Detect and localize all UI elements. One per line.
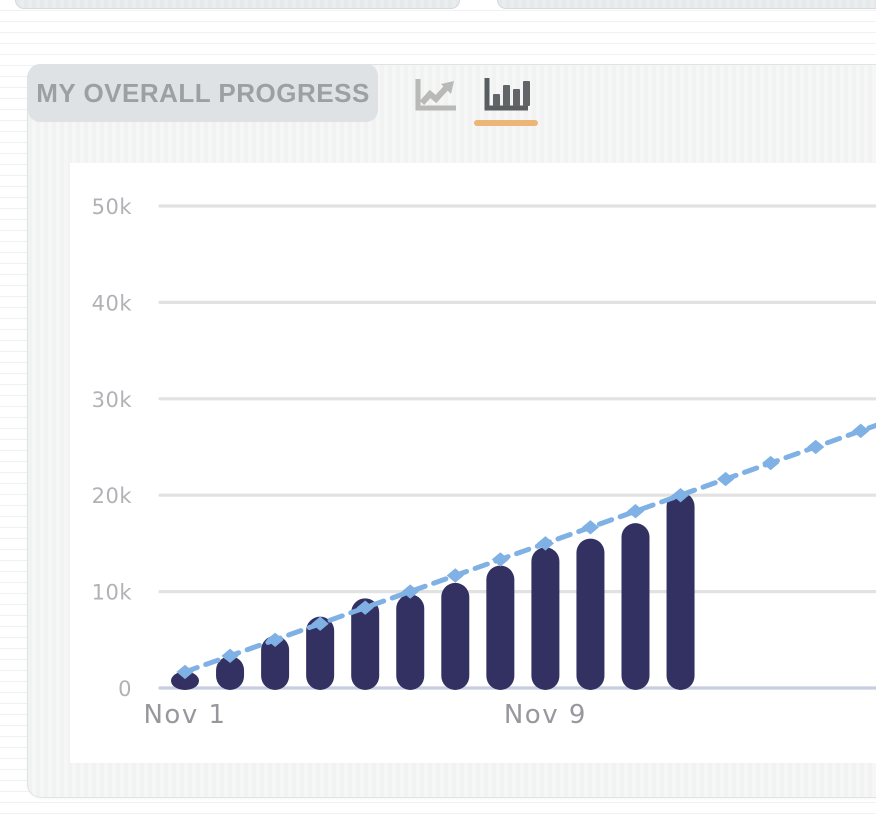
daily-goal-line (182, 422, 876, 675)
goal-marker-day-10 (581, 520, 600, 535)
bar-chart-icon (483, 77, 530, 113)
y-tick-label: 30k (92, 388, 133, 412)
goal-marker-day-9 (536, 536, 554, 551)
goal-marker-day-12 (671, 487, 690, 503)
chart-type-toggles (406, 73, 546, 133)
progress-bar-day-6 (396, 594, 425, 690)
widget-title: MY OVERALL PROGRESS (36, 77, 370, 108)
x-tick-label: Nov 9 (504, 700, 587, 730)
goal-marker-day-8 (491, 552, 509, 567)
progress-bar-day-12 (666, 492, 695, 690)
progress-bar-day-8 (486, 565, 515, 690)
progress-bar-day-7 (441, 582, 470, 690)
progress-bar-day-9 (531, 547, 560, 690)
progress-bar-day-3 (261, 635, 290, 690)
progress-bar-day-2 (216, 656, 245, 690)
progress-chart: 0 10k 20k 30k 40k 50k Nov 1 Nov 9 (92, 195, 876, 730)
goal-marker-day-15 (807, 439, 825, 455)
progress-bar-day-4 (306, 616, 335, 690)
widget-title-tab: MY OVERALL PROGRESS (28, 64, 378, 122)
goal-marker-day-2 (221, 648, 239, 664)
goal-marker-day-11 (626, 504, 645, 519)
y-tick-label: 50k (92, 195, 133, 219)
previous-widget-bottom-left (15, 0, 460, 9)
y-tick-label: 0 (118, 677, 132, 701)
y-tick-label: 20k (92, 484, 133, 508)
progress-bar-day-5 (351, 598, 380, 690)
chart-panel: 0 10k 20k 30k 40k 50k Nov 1 Nov 9 (70, 163, 876, 763)
goal-marker-day-16 (852, 423, 870, 439)
overall-progress-widget: MY OVERALL PROGRESS (27, 64, 876, 798)
goal-marker-day-14 (762, 455, 780, 471)
progress-bar-day-10 (576, 538, 605, 690)
previous-widget-bottom-right (497, 0, 876, 9)
goal-marker-day-1 (176, 664, 194, 680)
line-chart-icon (414, 77, 458, 113)
y-tick-label: 40k (92, 291, 133, 315)
bar-chart-toggle-button[interactable] (466, 73, 546, 130)
goal-marker-day-13 (717, 471, 735, 487)
goal-marker-day-6 (401, 584, 419, 599)
selected-tab-underline (474, 120, 538, 126)
goal-marker-day-7 (446, 568, 464, 583)
y-tick-label: 10k (92, 581, 133, 605)
line-chart-toggle-button[interactable] (406, 73, 466, 117)
progress-bar-day-11 (621, 523, 650, 690)
progress-bar-day-1 (171, 671, 199, 690)
x-tick-label: Nov 1 (143, 700, 226, 730)
